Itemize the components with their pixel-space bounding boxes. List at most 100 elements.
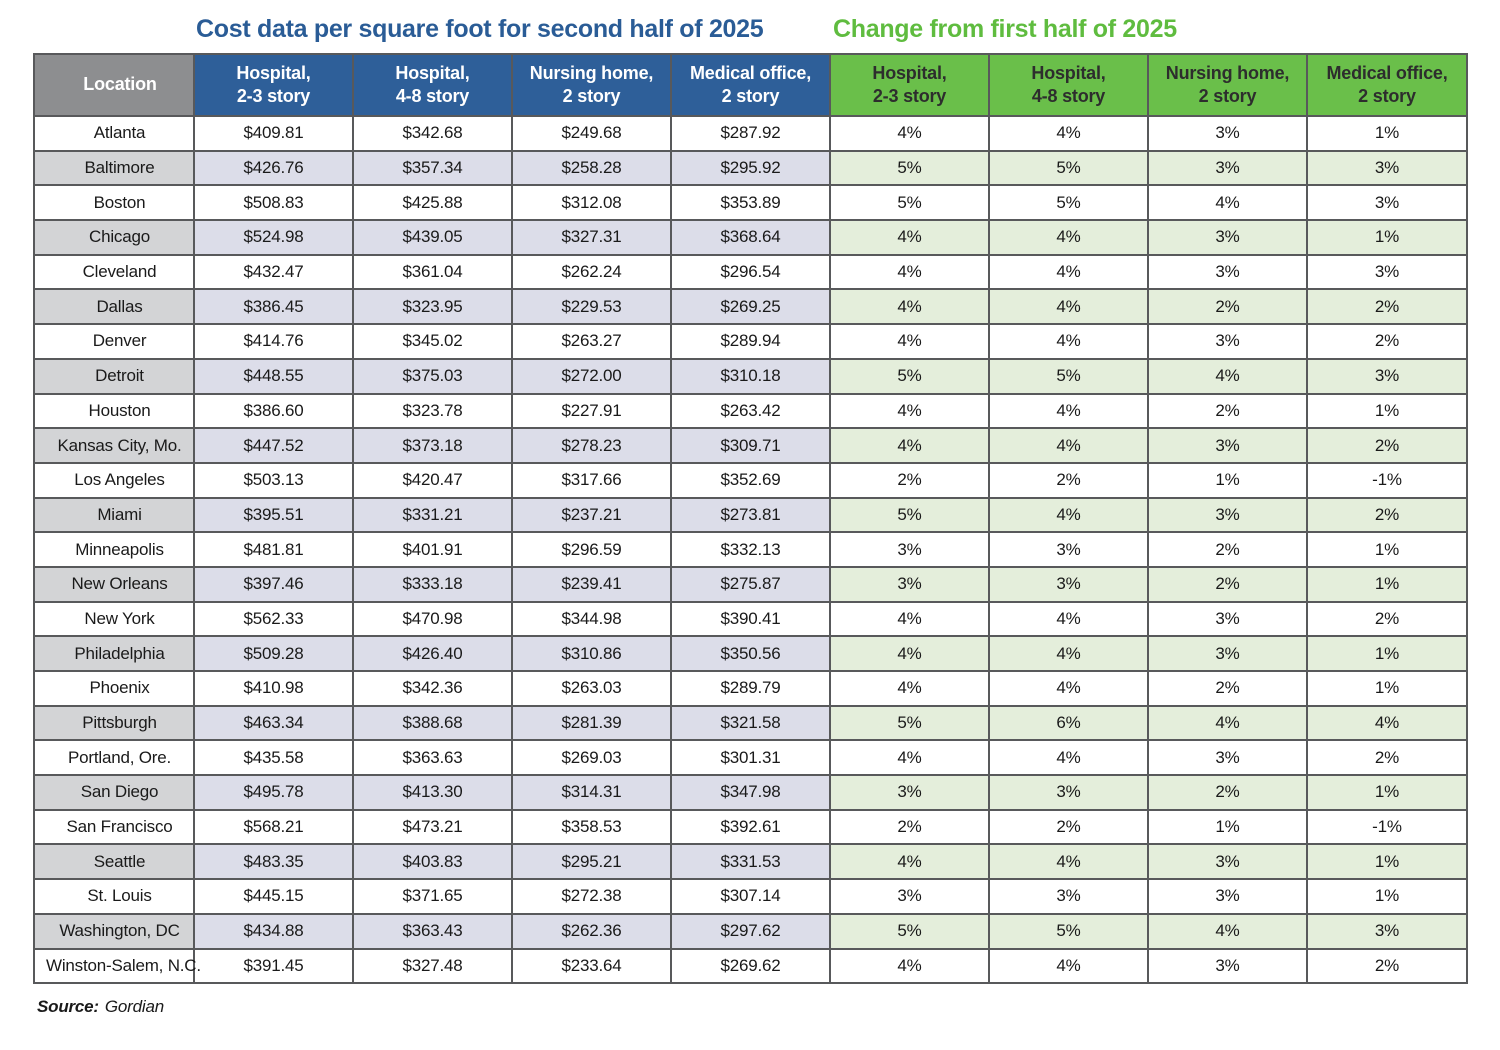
cost-medical-office-cell: $263.42 xyxy=(670,392,831,430)
table-row: Seattle $483.35 $403.83 $295.21 $331.53 … xyxy=(33,843,1468,881)
cost-hospital-4-8-cell: $345.02 xyxy=(352,323,513,360)
change-nursing-home-cell: 3% xyxy=(1147,323,1308,360)
cost-hospital-4-8-cell: $426.40 xyxy=(352,635,513,672)
change-nursing-home-cell: 2% xyxy=(1147,531,1308,568)
cost-hospital-2-3-cell: $395.51 xyxy=(193,496,354,534)
cost-nursing-home-cell: $358.53 xyxy=(511,808,672,846)
cost-nursing-home-cell: $327.31 xyxy=(511,219,672,256)
change-hospital-2-3-cell: 4% xyxy=(829,427,990,464)
change-medical-office-cell: 1% xyxy=(1306,392,1468,430)
cost-hospital-4-8-cell: $361.04 xyxy=(352,253,513,291)
source-text: Gordian xyxy=(104,997,164,1017)
cost-hospital-2-3-cell: $447.52 xyxy=(193,427,354,464)
change-hospital-4-8-cell: 5% xyxy=(988,912,1149,950)
cost-hospital-4-8-cell: $331.21 xyxy=(352,496,513,534)
header-cost-hospital-2-3: Hospital, 2-3 story xyxy=(193,53,354,117)
cost-medical-office-cell: $301.31 xyxy=(670,739,831,777)
cost-medical-office-cell: $297.62 xyxy=(670,912,831,950)
location-cell: Pittsburgh xyxy=(33,704,195,742)
cost-section-title: Cost data per square foot for second hal… xyxy=(196,15,764,43)
cost-nursing-home-cell: $229.53 xyxy=(511,288,672,326)
change-nursing-home-cell: 3% xyxy=(1147,600,1308,638)
change-nursing-home-cell: 4% xyxy=(1147,184,1308,222)
table-row: San Francisco $568.21 $473.21 $358.53 $3… xyxy=(33,808,1468,846)
change-medical-office-cell: 1% xyxy=(1306,670,1468,707)
cost-nursing-home-cell: $317.66 xyxy=(511,461,672,499)
cost-medical-office-cell: $347.98 xyxy=(670,774,831,811)
change-medical-office-cell: 2% xyxy=(1306,739,1468,777)
change-hospital-2-3-cell: 3% xyxy=(829,531,990,568)
cost-hospital-2-3-cell: $391.45 xyxy=(193,947,354,985)
cost-medical-office-cell: $295.92 xyxy=(670,149,831,187)
location-cell: San Francisco xyxy=(33,808,195,846)
cost-hospital-4-8-cell: $323.78 xyxy=(352,392,513,430)
cost-hospital-2-3-cell: $562.33 xyxy=(193,600,354,638)
header-change-hospital-4-8: Hospital, 4-8 story xyxy=(988,53,1149,117)
table-row: Portland, Ore. $435.58 $363.63 $269.03 $… xyxy=(33,739,1468,777)
change-medical-office-cell: 3% xyxy=(1306,912,1468,950)
cost-medical-office-cell: $269.25 xyxy=(670,288,831,326)
cost-hospital-2-3-cell: $397.46 xyxy=(193,565,354,603)
location-cell: San Diego xyxy=(33,774,195,811)
location-cell: Minneapolis xyxy=(33,531,195,568)
cost-medical-office-cell: $332.13 xyxy=(670,531,831,568)
change-hospital-4-8-cell: 4% xyxy=(988,496,1149,534)
table-header: Location Hospital, 2-3 story Hospital, 4… xyxy=(33,53,1468,117)
change-nursing-home-cell: 3% xyxy=(1147,843,1308,881)
change-hospital-4-8-cell: 4% xyxy=(988,219,1149,256)
cost-medical-office-cell: $352.69 xyxy=(670,461,831,499)
cost-hospital-2-3-cell: $463.34 xyxy=(193,704,354,742)
change-hospital-2-3-cell: 4% xyxy=(829,253,990,291)
table-row: New Orleans $397.46 $333.18 $239.41 $275… xyxy=(33,565,1468,603)
change-hospital-4-8-cell: 4% xyxy=(988,323,1149,360)
header-cost-nursing-home: Nursing home, 2 story xyxy=(511,53,672,117)
cost-hospital-4-8-cell: $363.63 xyxy=(352,739,513,777)
cost-medical-office-cell: $310.18 xyxy=(670,357,831,395)
change-hospital-2-3-cell: 4% xyxy=(829,600,990,638)
change-hospital-4-8-cell: 4% xyxy=(988,670,1149,707)
cost-hospital-4-8-cell: $473.21 xyxy=(352,808,513,846)
change-hospital-2-3-cell: 2% xyxy=(829,808,990,846)
change-hospital-2-3-cell: 5% xyxy=(829,184,990,222)
table-row: Minneapolis $481.81 $401.91 $296.59 $332… xyxy=(33,531,1468,568)
cost-medical-office-cell: $269.62 xyxy=(670,947,831,985)
change-hospital-2-3-cell: 4% xyxy=(829,219,990,256)
cost-medical-office-cell: $289.79 xyxy=(670,670,831,707)
cost-hospital-2-3-cell: $435.58 xyxy=(193,739,354,777)
change-medical-office-cell: 2% xyxy=(1306,323,1468,360)
table-row: Phoenix $410.98 $342.36 $263.03 $289.79 … xyxy=(33,670,1468,707)
cost-hospital-2-3-cell: $414.76 xyxy=(193,323,354,360)
change-nursing-home-cell: 3% xyxy=(1147,427,1308,464)
cost-medical-office-cell: $392.61 xyxy=(670,808,831,846)
cost-nursing-home-cell: $269.03 xyxy=(511,739,672,777)
table-row: Denver $414.76 $345.02 $263.27 $289.94 4… xyxy=(33,323,1468,360)
cost-nursing-home-cell: $344.98 xyxy=(511,600,672,638)
cost-hospital-4-8-cell: $413.30 xyxy=(352,774,513,811)
cost-nursing-home-cell: $281.39 xyxy=(511,704,672,742)
header-cost-hospital-4-8: Hospital, 4-8 story xyxy=(352,53,513,117)
location-cell: Denver xyxy=(33,323,195,360)
change-medical-office-cell: 1% xyxy=(1306,115,1468,152)
cost-hospital-4-8-cell: $375.03 xyxy=(352,357,513,395)
location-cell: Chicago xyxy=(33,219,195,256)
change-nursing-home-cell: 2% xyxy=(1147,670,1308,707)
change-nursing-home-cell: 3% xyxy=(1147,739,1308,777)
change-hospital-2-3-cell: 4% xyxy=(829,670,990,707)
cost-hospital-4-8-cell: $333.18 xyxy=(352,565,513,603)
change-nursing-home-cell: 3% xyxy=(1147,149,1308,187)
header-location: Location xyxy=(33,53,195,117)
change-nursing-home-cell: 3% xyxy=(1147,219,1308,256)
title-row: Cost data per square foot for second hal… xyxy=(33,14,1468,44)
change-hospital-4-8-cell: 3% xyxy=(988,565,1149,603)
location-cell: Boston xyxy=(33,184,195,222)
change-hospital-2-3-cell: 4% xyxy=(829,635,990,672)
cost-hospital-4-8-cell: $342.68 xyxy=(352,115,513,152)
location-cell: Winston-Salem, N.C. xyxy=(33,947,201,985)
cost-hospital-2-3-cell: $426.76 xyxy=(193,149,354,187)
cost-hospital-4-8-cell: $373.18 xyxy=(352,427,513,464)
change-medical-office-cell: 1% xyxy=(1306,565,1468,603)
change-hospital-4-8-cell: 2% xyxy=(988,808,1149,846)
change-medical-office-cell: 2% xyxy=(1306,427,1468,464)
cost-nursing-home-cell: $249.68 xyxy=(511,115,672,152)
cost-hospital-4-8-cell: $439.05 xyxy=(352,219,513,256)
